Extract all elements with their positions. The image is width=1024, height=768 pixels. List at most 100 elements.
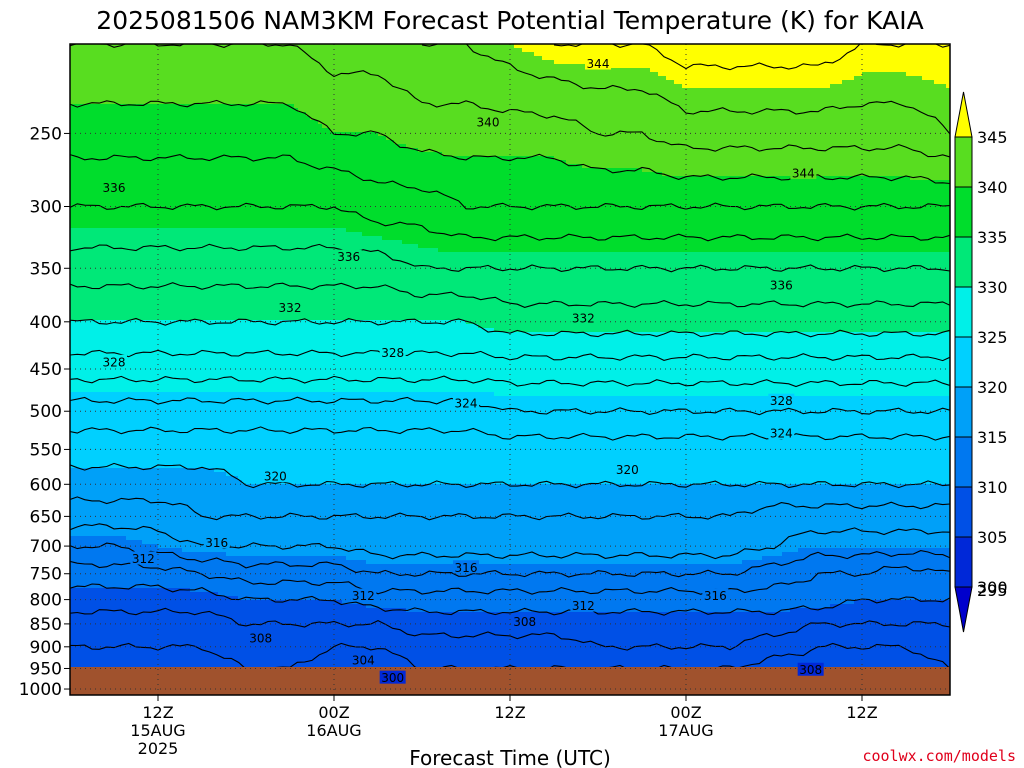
field-cell xyxy=(98,528,103,533)
field-cell xyxy=(134,228,139,233)
field-cell xyxy=(178,172,183,177)
field-cell xyxy=(110,228,115,233)
field-cell xyxy=(186,328,191,333)
field-cell xyxy=(90,416,95,421)
field-cell xyxy=(174,324,179,329)
field-cell xyxy=(106,620,111,625)
field-cell xyxy=(122,164,127,169)
field-cell xyxy=(182,376,187,381)
field-cell xyxy=(122,404,127,409)
field-cell xyxy=(114,488,119,493)
field-cell xyxy=(162,360,167,365)
field-cell xyxy=(162,460,167,465)
field-cell xyxy=(86,52,91,57)
field-cell xyxy=(170,272,175,277)
field-cell xyxy=(162,60,167,65)
field-cell xyxy=(154,248,159,253)
field-cell xyxy=(90,488,95,493)
field-cell xyxy=(106,328,111,333)
field-cell xyxy=(126,80,131,85)
field-cell xyxy=(114,92,119,97)
field-cell xyxy=(90,208,95,213)
field-cell xyxy=(74,484,79,489)
field-cell xyxy=(158,472,163,477)
field-cell xyxy=(162,396,167,401)
field-cell xyxy=(154,188,159,193)
field-cell xyxy=(146,516,151,521)
field-cell xyxy=(134,192,139,197)
field-cell xyxy=(154,640,159,645)
field-cell xyxy=(166,464,171,469)
field-cell xyxy=(130,580,135,585)
field-cell xyxy=(78,408,83,413)
field-cell xyxy=(122,72,127,77)
field-cell xyxy=(98,572,103,577)
field-cell xyxy=(126,496,131,501)
field-cell xyxy=(182,184,187,189)
field-cell xyxy=(102,308,107,313)
field-cell xyxy=(174,480,179,485)
field-cell xyxy=(174,240,179,245)
field-cell xyxy=(102,408,107,413)
field-cell xyxy=(142,360,147,365)
field-cell xyxy=(154,360,159,365)
field-cell xyxy=(162,64,167,69)
field-cell xyxy=(122,300,127,305)
field-cell xyxy=(98,48,103,53)
field-cell xyxy=(154,260,159,265)
field-cell xyxy=(106,452,111,457)
field-cell xyxy=(158,196,163,201)
field-cell xyxy=(78,152,83,157)
field-cell xyxy=(150,308,155,313)
field-cell xyxy=(106,576,111,581)
field-cell xyxy=(118,448,123,453)
field-cell xyxy=(82,88,87,93)
field-cell xyxy=(138,116,143,121)
field-cell xyxy=(146,336,151,341)
field-cell xyxy=(86,460,91,465)
field-cell xyxy=(158,124,163,129)
field-cell xyxy=(186,420,191,425)
field-cell xyxy=(74,592,79,597)
field-cell xyxy=(142,316,147,321)
field-cell xyxy=(178,436,183,441)
field-cell xyxy=(78,224,83,229)
field-cell xyxy=(174,92,179,97)
field-cell xyxy=(142,408,147,413)
field-cell xyxy=(102,136,107,141)
field-cell xyxy=(86,216,91,221)
field-cell xyxy=(130,656,135,661)
field-cell xyxy=(118,140,123,145)
field-cell xyxy=(86,536,91,541)
field-cell xyxy=(122,136,127,141)
field-cell xyxy=(78,388,83,393)
field-cell xyxy=(82,136,87,141)
field-cell xyxy=(122,540,127,545)
field-cell xyxy=(86,212,91,217)
field-cell xyxy=(158,308,163,313)
field-cell xyxy=(130,68,135,73)
field-cell xyxy=(190,56,195,61)
field-cell xyxy=(114,636,119,641)
field-cell xyxy=(146,528,151,533)
field-cell xyxy=(182,448,187,453)
field-cell xyxy=(98,556,103,561)
field-cell xyxy=(94,576,99,581)
field-cell xyxy=(106,580,111,585)
field-cell xyxy=(182,636,187,641)
field-cell xyxy=(118,440,123,445)
field-cell xyxy=(82,424,87,429)
field-cell xyxy=(190,144,195,149)
field-cell xyxy=(102,72,107,77)
field-cell xyxy=(114,556,119,561)
field-cell xyxy=(82,456,87,461)
field-cell xyxy=(150,440,155,445)
field-cell xyxy=(174,628,179,633)
field-cell xyxy=(98,312,103,317)
field-cell xyxy=(170,196,175,201)
field-cell xyxy=(118,616,123,621)
field-cell xyxy=(186,48,191,53)
field-cell xyxy=(146,268,151,273)
field-cell xyxy=(162,640,167,645)
field-cell xyxy=(74,364,79,369)
